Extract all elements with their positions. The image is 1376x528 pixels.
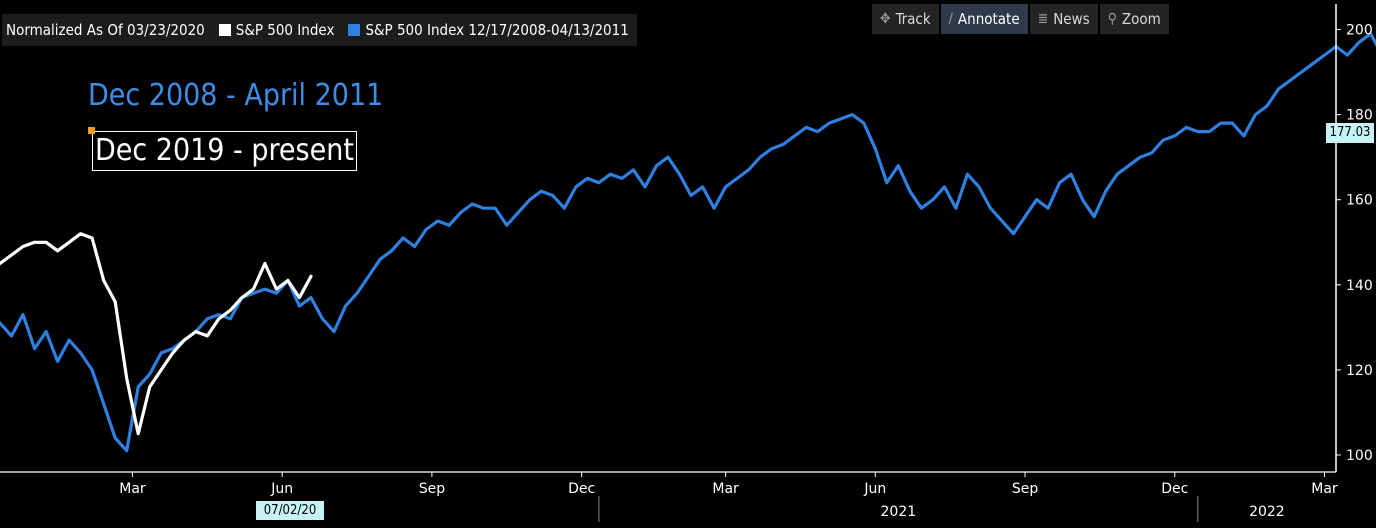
plot-background xyxy=(0,0,1336,472)
cursor-date-tag: 07/02/20 xyxy=(256,501,324,520)
legend-series-1-label: S&P 500 Index xyxy=(235,21,335,39)
series-line-sp500-2008-2011 xyxy=(0,32,1376,453)
x-tick-label: Sep xyxy=(419,481,446,497)
annotate-button[interactable]: ∕ Annotate xyxy=(940,4,1028,34)
pencil-icon: ∕ xyxy=(948,11,953,27)
zoom-button[interactable]: ⚲ Zoom xyxy=(1099,4,1169,34)
x-tick-label: Sep xyxy=(1012,481,1039,497)
legend-swatch-blue xyxy=(348,24,361,36)
crosshair-icon: ✥ xyxy=(880,11,891,27)
x-tick-label: Jun xyxy=(270,481,293,497)
x-tick-label: Jun xyxy=(863,481,886,497)
annotation-white-text[interactable]: Dec 2019 - present xyxy=(92,131,357,171)
x-tick-label: Dec xyxy=(568,481,595,497)
annotate-label: Annotate xyxy=(957,10,1020,28)
track-button[interactable]: ✥ Track xyxy=(872,4,939,34)
x-tick-label: Mar xyxy=(119,481,146,497)
y-tick-label: 160 xyxy=(1346,193,1373,209)
year-label: 2021 xyxy=(881,504,917,520)
y-tick-label: 100 xyxy=(1346,448,1373,464)
last-value-tag: 177.03 xyxy=(1326,123,1374,143)
news-button[interactable]: ≣ News xyxy=(1029,4,1098,34)
x-tick-label: Dec xyxy=(1161,481,1188,497)
y-tick-label: 180 xyxy=(1346,108,1373,124)
y-tick-label: 140 xyxy=(1346,278,1373,294)
chart-toolbar: ✥ Track ∕ Annotate ≣ News ⚲ Zoom xyxy=(872,4,1171,34)
news-icon: ≣ xyxy=(1037,11,1049,27)
zoom-label: Zoom xyxy=(1121,10,1161,28)
magnifier-icon: ⚲ xyxy=(1107,11,1117,27)
x-tick-label: Mar xyxy=(1311,481,1338,497)
annotation-handle[interactable] xyxy=(88,127,95,134)
series-line-sp500-current xyxy=(0,232,313,436)
track-label: Track xyxy=(895,10,931,28)
legend: Normalized As Of 03/23/2020 S&P 500 Inde… xyxy=(2,14,637,46)
legend-series-2-label: S&P 500 Index 12/17/2008-04/13/2011 xyxy=(365,21,629,39)
y-tick-label: 200 xyxy=(1346,23,1373,39)
y-tick-label: 120 xyxy=(1346,363,1373,379)
annotation-blue-text[interactable]: Dec 2008 - April 2011 xyxy=(88,78,384,113)
legend-normalized-label: Normalized As Of 03/23/2020 xyxy=(6,21,205,39)
news-label: News xyxy=(1053,10,1090,28)
legend-swatch-white xyxy=(218,24,231,36)
year-label: 2022 xyxy=(1249,504,1285,520)
x-tick-label: Mar xyxy=(712,481,739,497)
